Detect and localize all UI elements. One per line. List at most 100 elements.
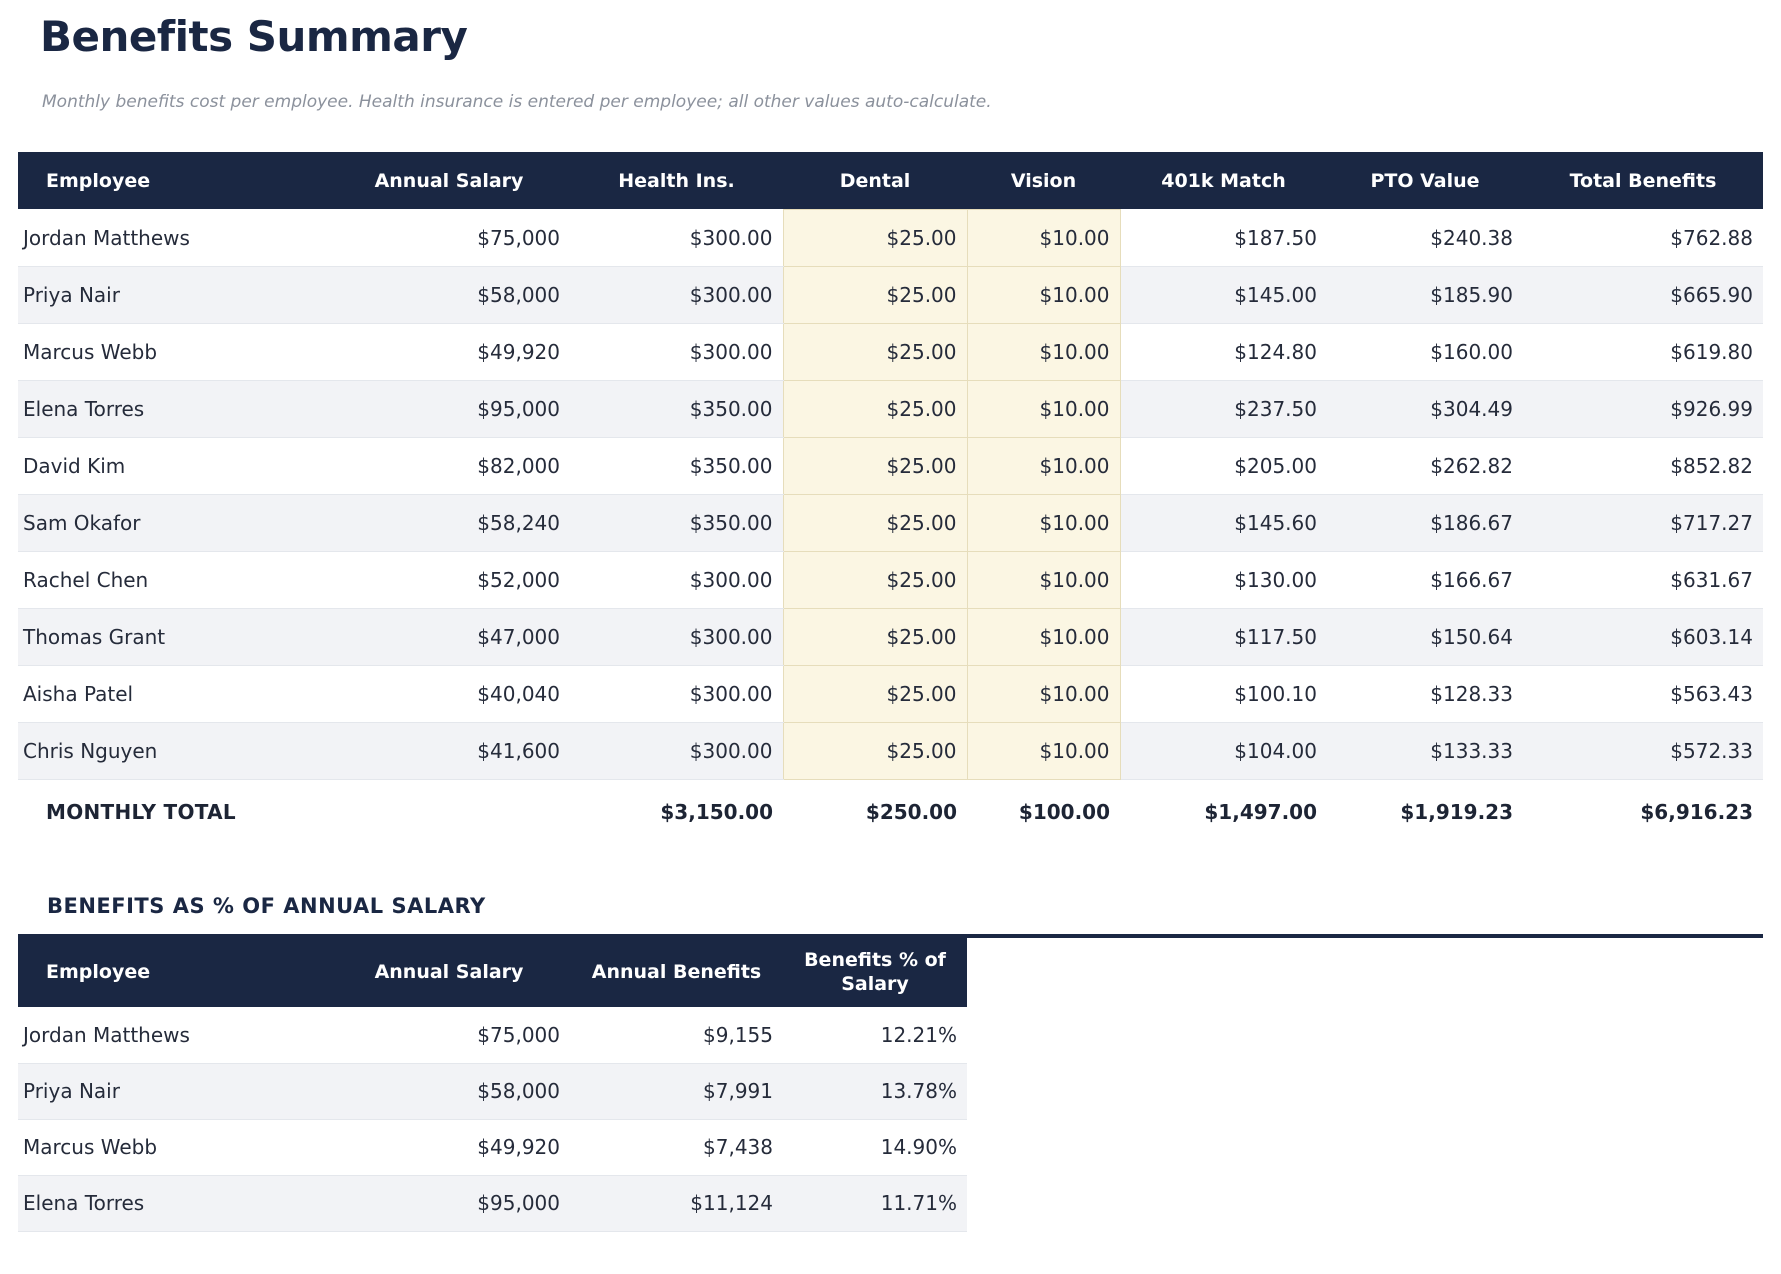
- employee-name-cell: Thomas Grant: [18, 608, 328, 666]
- column-header-annual-salary: Annual Salary: [328, 152, 570, 210]
- column-header-dental: Dental: [783, 152, 967, 210]
- editable-value-cell[interactable]: $10.00: [966, 664, 1121, 723]
- total-pto-cell: $1,919.23: [1327, 778, 1523, 845]
- total-benefits-cell: $6,916.23: [1523, 778, 1763, 845]
- editable-value-cell[interactable]: $10.00: [966, 550, 1121, 609]
- value-cell: $187.50: [1120, 209, 1327, 267]
- value-cell: $95,000: [328, 380, 570, 438]
- column-header-vision: Vision: [967, 152, 1120, 210]
- column-header-pto-value: PTO Value: [1327, 152, 1523, 210]
- editable-value-cell[interactable]: $10.00: [966, 208, 1121, 267]
- column-header-health-ins: Health Ins.: [570, 152, 783, 210]
- value-cell: $47,000: [328, 608, 570, 666]
- total-vision-cell: $100.00: [967, 778, 1120, 845]
- value-cell: $130.00: [1120, 551, 1327, 609]
- editable-value-cell[interactable]: $25.00: [782, 493, 968, 552]
- employee-name-cell: Rachel Chen: [18, 551, 328, 609]
- value-cell: $185.90: [1327, 266, 1523, 324]
- editable-value-cell[interactable]: $10.00: [966, 265, 1121, 324]
- editable-value-cell[interactable]: $25.00: [782, 265, 968, 324]
- table-row: Marcus Webb $49,920 $300.00 $25.00 $10.00 $12…: [18, 322, 1763, 381]
- value-cell: $852.82: [1523, 437, 1763, 495]
- section-divider-rule: Employee Annual Salary Annual Benefits Bene…: [18, 934, 1763, 1232]
- percent-table-header: Employee Annual Salary Annual Benefits Bene…: [18, 938, 967, 1008]
- value-cell: $11,124: [570, 1175, 783, 1232]
- value-cell: $300.00: [570, 323, 783, 381]
- header-row: Employee Annual Salary Health Ins. Dental Vi…: [18, 152, 1763, 210]
- table-row: Rachel Chen $52,000 $300.00 $25.00 $10.00 $13…: [18, 550, 1763, 609]
- value-cell: $563.43: [1523, 665, 1763, 723]
- value-cell: 11.71%: [783, 1175, 967, 1232]
- editable-value-cell[interactable]: $25.00: [782, 208, 968, 267]
- editable-value-cell[interactable]: $25.00: [782, 379, 968, 438]
- editable-value-cell[interactable]: $25.00: [782, 721, 968, 780]
- table-row: Jordan Matthews $75,000 $300.00 $25.00 $10.0…: [18, 208, 1763, 267]
- editable-value-cell[interactable]: $10.00: [966, 721, 1121, 780]
- value-cell: $41,600: [328, 722, 570, 780]
- benefits-table-header: Employee Annual Salary Health Ins. Dental Vi…: [18, 152, 1763, 210]
- employee-name-cell: Priya Nair: [18, 266, 328, 324]
- page-title: Benefits Summary: [40, 12, 468, 61]
- value-cell: $603.14: [1523, 608, 1763, 666]
- value-cell: $100.10: [1120, 665, 1327, 723]
- editable-value-cell[interactable]: $25.00: [782, 550, 968, 609]
- column-header-401k-match: 401k Match: [1120, 152, 1327, 210]
- value-cell: $237.50: [1120, 380, 1327, 438]
- value-cell: $926.99: [1523, 380, 1763, 438]
- value-cell: $58,240: [328, 494, 570, 552]
- benefits-table: Employee Annual Salary Health Ins. Dental Vi…: [18, 152, 1763, 845]
- value-cell: $58,000: [328, 1063, 570, 1120]
- value-cell: $117.50: [1120, 608, 1327, 666]
- total-401k-cell: $1,497.00: [1120, 778, 1327, 845]
- value-cell: $52,000: [328, 551, 570, 609]
- editable-value-cell[interactable]: $10.00: [966, 493, 1121, 552]
- editable-value-cell[interactable]: $10.00: [966, 607, 1121, 666]
- value-cell: $300.00: [570, 266, 783, 324]
- value-cell: $40,040: [328, 665, 570, 723]
- value-cell: $300.00: [570, 665, 783, 723]
- value-cell: $205.00: [1120, 437, 1327, 495]
- value-cell: $262.82: [1327, 437, 1523, 495]
- total-annual-salary-cell: [328, 778, 570, 845]
- monthly-total-label: MONTHLY TOTAL: [18, 778, 328, 845]
- table-row: Elena Torres $95,000 $350.00 $25.00 $10.00 $2…: [18, 379, 1763, 438]
- value-cell: 13.78%: [783, 1063, 967, 1120]
- value-cell: $300.00: [570, 209, 783, 267]
- value-cell: $665.90: [1523, 266, 1763, 324]
- header-row: Employee Annual Salary Annual Benefits Bene…: [18, 938, 967, 1008]
- editable-value-cell[interactable]: $10.00: [966, 322, 1121, 381]
- value-cell: $150.64: [1327, 608, 1523, 666]
- table-row: Sam Okafor $58,240 $350.00 $25.00 $10.00 $145…: [18, 493, 1763, 552]
- percent-table-body: Jordan Matthews $75,000 $9,155 12.21% Priya …: [18, 1007, 967, 1232]
- monthly-total-row: MONTHLY TOTAL $3,150.00 $250.00 $100.00 …: [18, 778, 1763, 845]
- table-row: Priya Nair $58,000 $300.00 $25.00 $10.00 $145…: [18, 265, 1763, 324]
- column-header-benefits-of-salary: Benefits % of Salary: [783, 938, 967, 1008]
- column-header-total-benefits: Total Benefits: [1523, 152, 1763, 210]
- percent-section-heading: BENEFITS AS % OF ANNUAL SALARY: [47, 894, 486, 919]
- value-cell: $104.00: [1120, 722, 1327, 780]
- value-cell: $350.00: [570, 437, 783, 495]
- employee-name-cell: Sam Okafor: [18, 494, 328, 552]
- editable-value-cell[interactable]: $10.00: [966, 379, 1121, 438]
- column-header-employee: Employee: [18, 152, 328, 210]
- editable-value-cell[interactable]: $25.00: [782, 436, 968, 495]
- value-cell: $304.49: [1327, 380, 1523, 438]
- table-row: Elena Torres $95,000 $11,124 11.71%: [18, 1175, 967, 1232]
- employee-name-cell: Priya Nair: [18, 1063, 328, 1120]
- employee-name-cell: Jordan Matthews: [18, 1007, 328, 1064]
- editable-value-cell[interactable]: $10.00: [966, 436, 1121, 495]
- editable-value-cell[interactable]: $25.00: [782, 664, 968, 723]
- editable-value-cell[interactable]: $25.00: [782, 607, 968, 666]
- column-header-employee: Employee: [18, 938, 328, 1008]
- value-cell: $160.00: [1327, 323, 1523, 381]
- value-cell: $300.00: [570, 608, 783, 666]
- value-cell: $762.88: [1523, 209, 1763, 267]
- value-cell: $95,000: [328, 1175, 570, 1232]
- value-cell: $82,000: [328, 437, 570, 495]
- value-cell: $350.00: [570, 494, 783, 552]
- value-cell: 12.21%: [783, 1007, 967, 1064]
- value-cell: $75,000: [328, 1007, 570, 1064]
- employee-name-cell: Jordan Matthews: [18, 209, 328, 267]
- value-cell: $75,000: [328, 209, 570, 267]
- editable-value-cell[interactable]: $25.00: [782, 322, 968, 381]
